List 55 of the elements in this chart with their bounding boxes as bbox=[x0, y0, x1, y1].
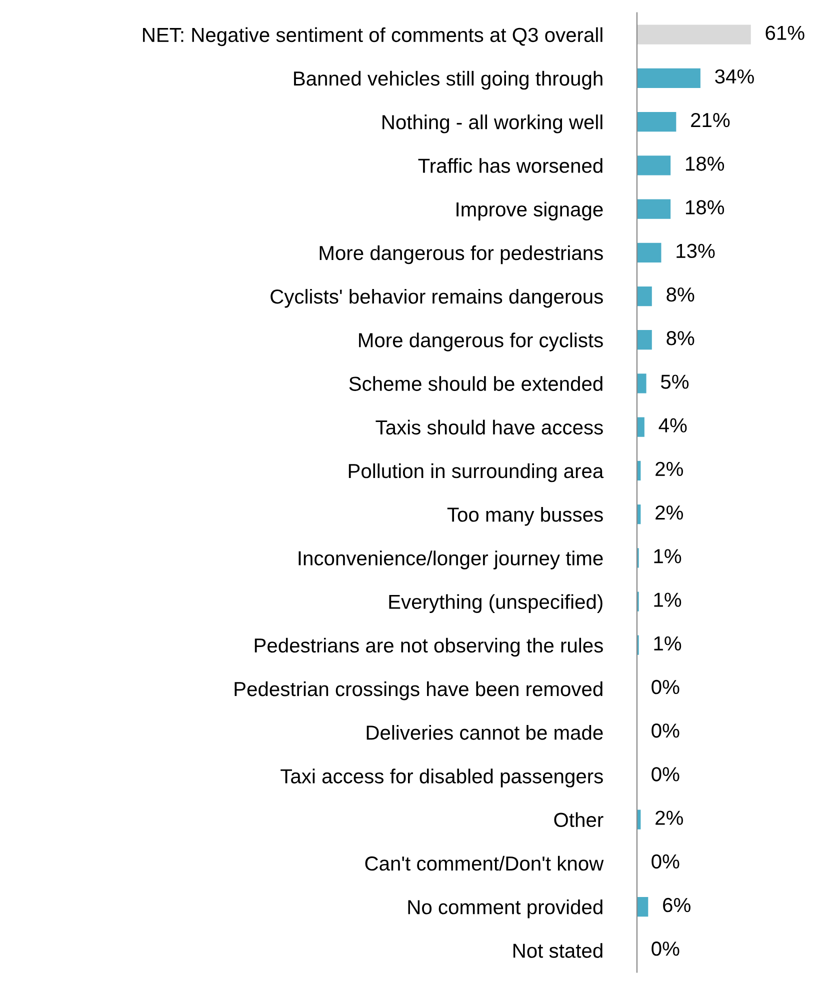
data-label: 4% bbox=[658, 418, 687, 432]
data-label: 1% bbox=[654, 592, 682, 607]
y-tick-label: Everything (unspecified) bbox=[389, 594, 602, 613]
data-label: 0% bbox=[652, 854, 680, 869]
bar bbox=[636, 417, 644, 437]
data-label: 13% bbox=[676, 244, 715, 258]
bar bbox=[636, 112, 676, 132]
bar bbox=[636, 896, 648, 917]
data-label: 1% bbox=[654, 636, 682, 650]
bar bbox=[636, 330, 652, 350]
y-tick-label: Other bbox=[554, 812, 604, 828]
data-label: 34% bbox=[715, 69, 754, 84]
data-label: 18% bbox=[686, 200, 724, 214]
y-tick-label: Taxis should have access bbox=[376, 420, 603, 435]
y-tick-label: NET: Negative sentiment of comments at Q3 overall bbox=[143, 27, 602, 46]
bar bbox=[636, 242, 662, 262]
data-label: 61% bbox=[766, 26, 804, 40]
y-tick-label: Cyclists' behavior remains dangerous bbox=[270, 288, 603, 308]
data-label: 0% bbox=[652, 723, 680, 738]
y-tick-label: Can't comment/Don't know bbox=[365, 856, 604, 871]
y-tick-label: Pollution in surrounding area bbox=[348, 463, 604, 482]
y-tick-label: Not stated bbox=[513, 943, 602, 958]
data-label: 18% bbox=[686, 156, 724, 171]
data-label: 6% bbox=[663, 898, 690, 912]
data-label: 2% bbox=[656, 505, 683, 520]
data-label: 8% bbox=[666, 287, 694, 302]
bar bbox=[636, 199, 671, 219]
data-label: 0% bbox=[652, 680, 680, 694]
data-label: 5% bbox=[660, 374, 689, 389]
y-tick-label: Traffic has worsened bbox=[418, 158, 602, 173]
y-tick-label: Too many busses bbox=[447, 507, 603, 526]
data-label: 2% bbox=[656, 462, 683, 476]
data-label: 2% bbox=[656, 810, 683, 825]
bar bbox=[636, 24, 751, 44]
bar bbox=[636, 156, 671, 176]
data-label: 1% bbox=[654, 549, 682, 564]
y-tick-label: More dangerous for cyclists bbox=[359, 332, 603, 352]
data-label: 0% bbox=[652, 767, 680, 782]
y-tick-label: More dangerous for pedestrians bbox=[320, 245, 603, 264]
y-tick-label: Nothing - all working well bbox=[382, 114, 602, 134]
bar bbox=[636, 374, 646, 394]
y-tick-label: Scheme should be extended bbox=[349, 376, 602, 391]
bar bbox=[636, 68, 700, 88]
y-tick-label: Inconvenience/longer journey time bbox=[298, 550, 603, 570]
y-tick-label: No comment provided bbox=[408, 899, 602, 918]
data-label: 21% bbox=[691, 112, 730, 128]
y-tick-label: Deliveries cannot be made bbox=[366, 725, 603, 740]
y-tick-label: Improve signage bbox=[456, 202, 603, 221]
y-tick-label: Taxi access for disabled passengers bbox=[280, 768, 603, 788]
bar bbox=[636, 286, 652, 306]
y-tick-label: Pedestrians are not observing the rules bbox=[254, 638, 603, 657]
y-tick-label: Banned vehicles still going through bbox=[294, 70, 602, 90]
y-tick-label: Pedestrian crossings have been removed bbox=[234, 681, 602, 700]
data-label: 8% bbox=[666, 331, 694, 346]
data-label: 0% bbox=[652, 942, 680, 956]
